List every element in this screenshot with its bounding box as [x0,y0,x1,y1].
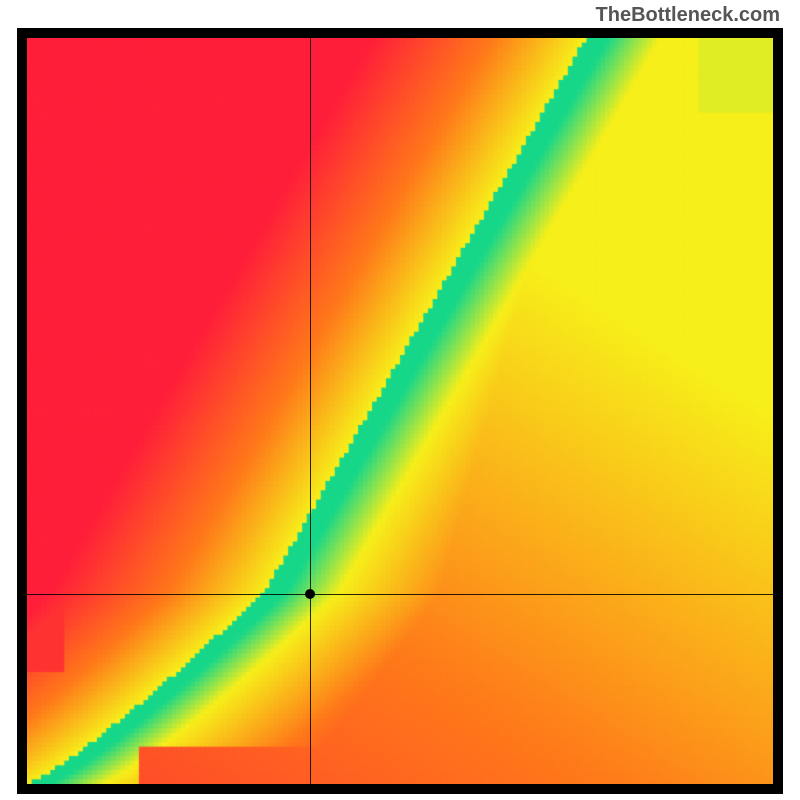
crosshair-vertical [310,38,311,784]
plot-outer-frame [17,28,783,794]
attribution-text: TheBottleneck.com [596,4,780,27]
page-root: TheBottleneck.com [0,0,800,800]
heatmap-canvas [27,38,773,784]
plot-area [27,38,773,784]
crosshair-horizontal [27,594,773,595]
crosshair-marker [305,589,315,599]
